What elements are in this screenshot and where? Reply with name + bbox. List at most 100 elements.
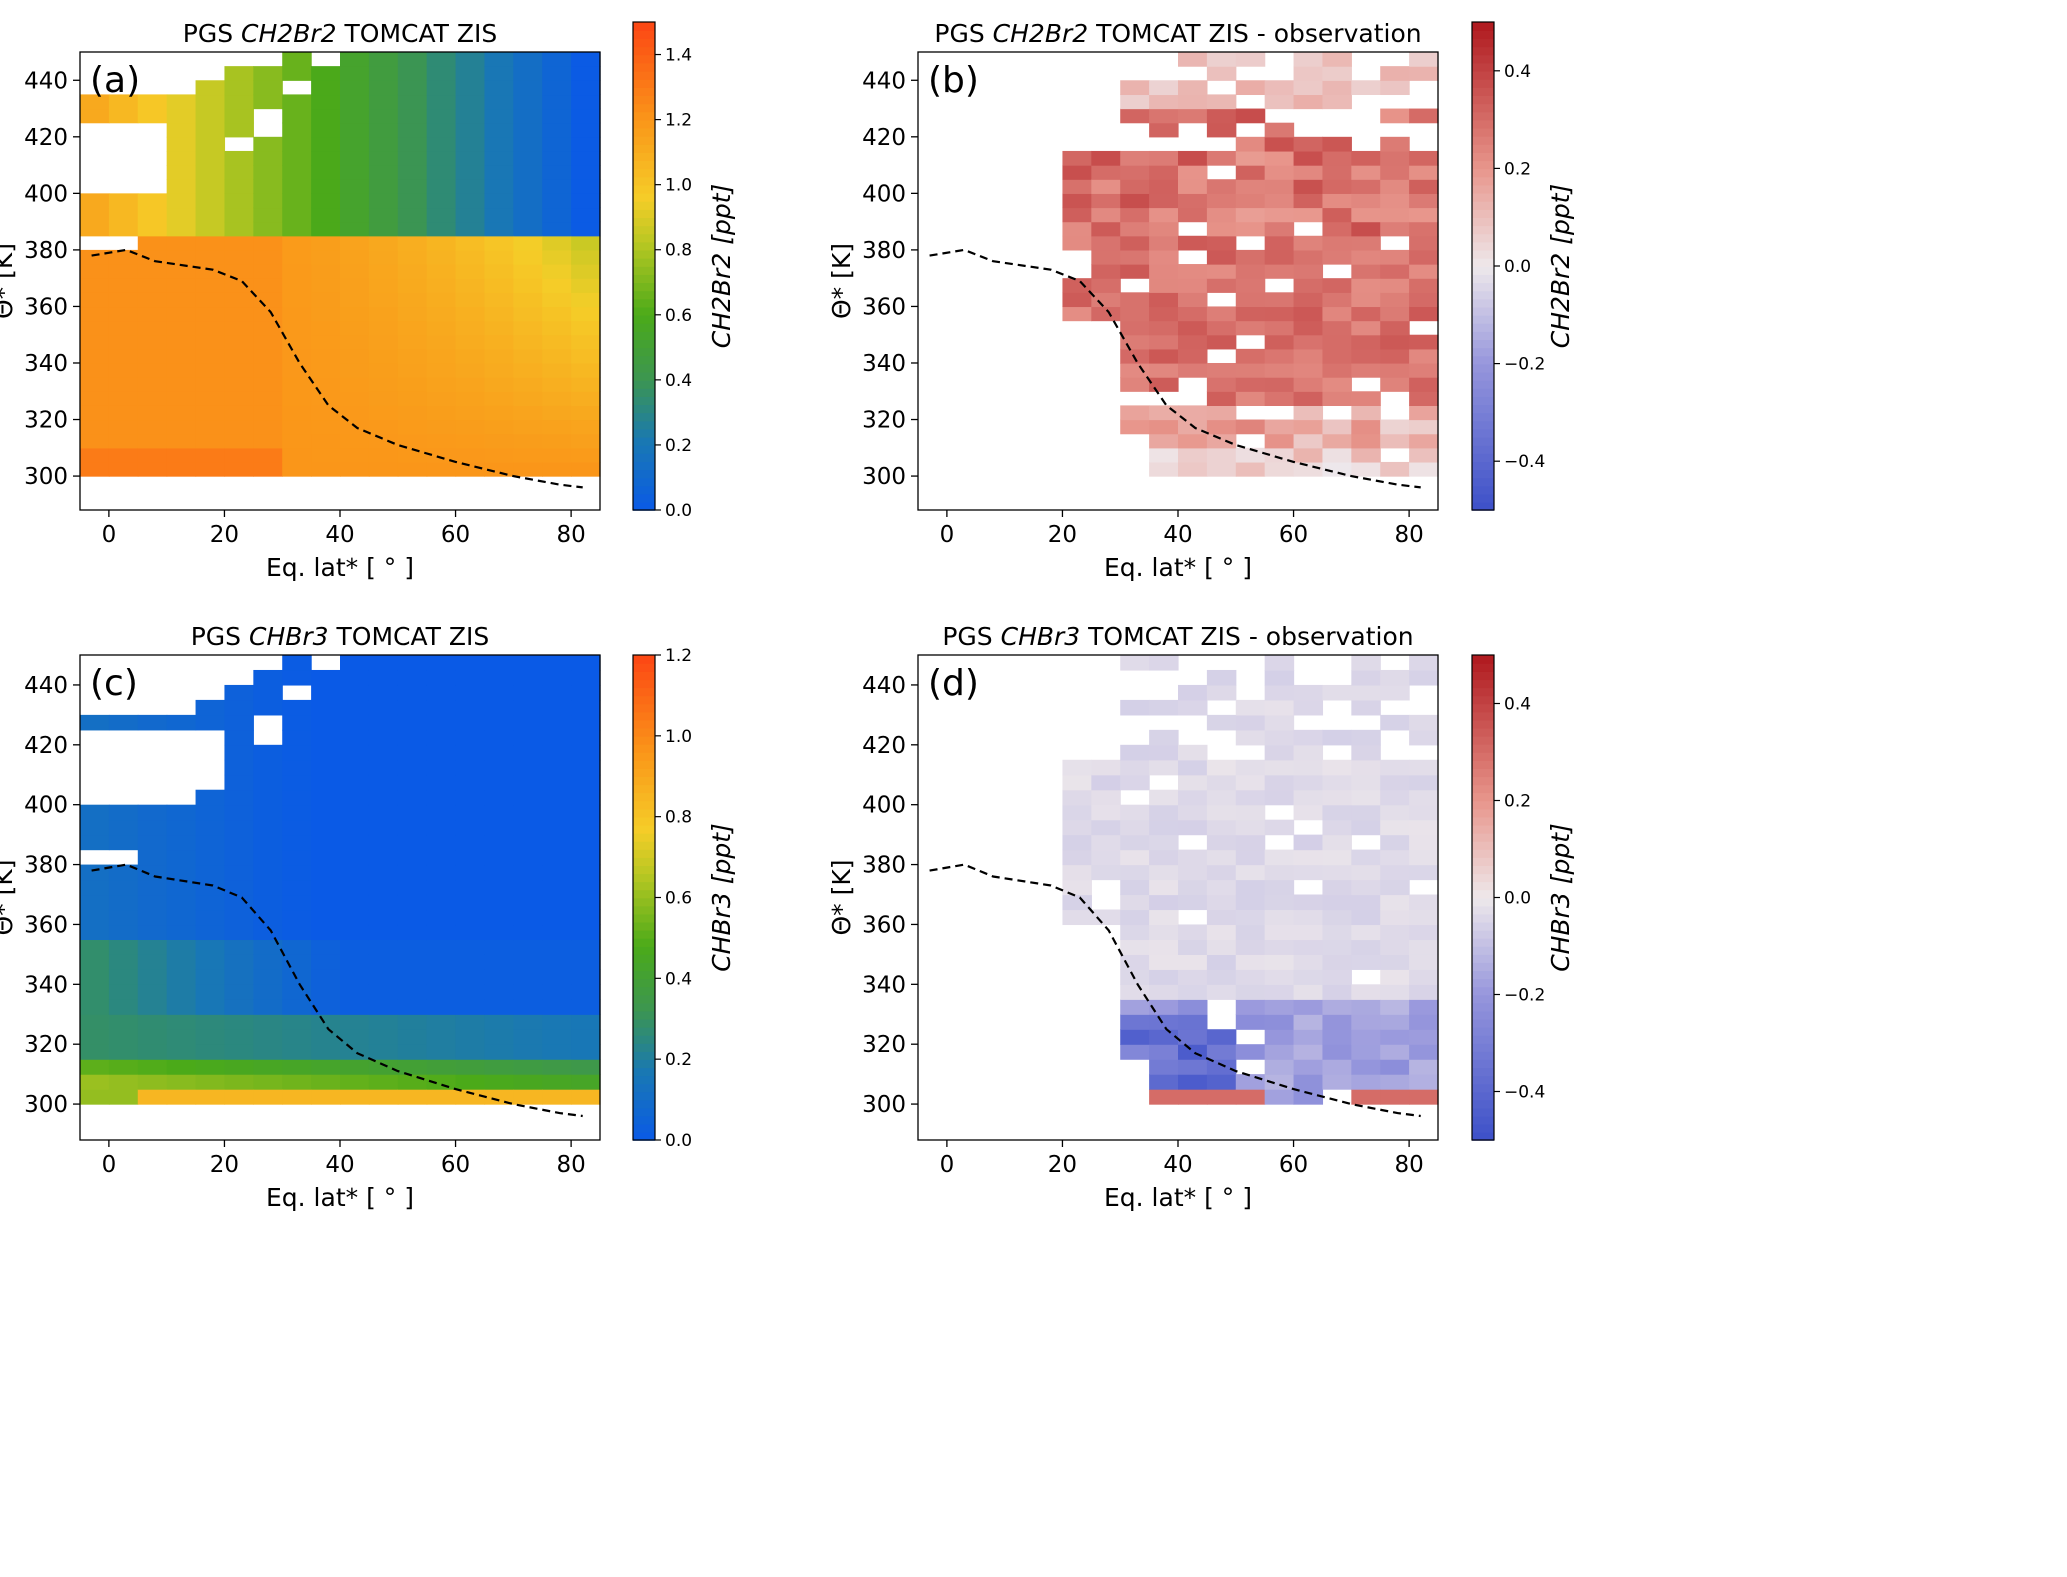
heatmap-cell xyxy=(1149,819,1179,836)
heatmap-cell xyxy=(1409,264,1439,279)
heatmap-cell xyxy=(1178,1089,1208,1105)
colorbar-segment xyxy=(1472,144,1494,153)
heatmap-cells xyxy=(1062,52,1439,477)
colorbar-label: CH2Br2 [ppt] xyxy=(707,184,736,349)
heatmap-cell xyxy=(1091,264,1121,279)
heatmap-cell xyxy=(455,306,486,322)
heatmap-cell xyxy=(166,391,197,406)
heatmap-cell xyxy=(484,744,514,761)
heatmap-cell xyxy=(1293,1044,1324,1060)
heatmap-cell xyxy=(484,419,514,435)
heatmap-cell xyxy=(80,94,110,110)
heatmap-cell xyxy=(1380,193,1410,209)
heatmap-cell xyxy=(195,954,226,970)
heatmap-cell xyxy=(1206,207,1237,223)
heatmap-cell xyxy=(108,1029,139,1045)
colorbar-segment xyxy=(1472,905,1494,915)
heatmap-cell xyxy=(1293,165,1324,180)
heatmap-cell xyxy=(1380,207,1410,223)
heatmap-cell xyxy=(571,94,601,110)
heatmap-cell xyxy=(571,405,601,421)
heatmap-cell xyxy=(513,377,543,392)
heatmap-cell xyxy=(484,729,514,746)
colorbar-segment xyxy=(633,735,655,745)
heatmap-cell xyxy=(397,419,428,435)
heatmap-cell xyxy=(108,405,139,421)
colorbar-tick-label: 0.0 xyxy=(1504,257,1531,277)
colorbar-segment xyxy=(1472,743,1494,753)
heatmap-cell xyxy=(166,362,197,378)
heatmap-cell xyxy=(1380,894,1410,911)
heatmap-cell xyxy=(1120,179,1150,194)
heatmap-cell xyxy=(513,66,543,81)
heatmap-cell xyxy=(137,221,168,237)
heatmap-cell xyxy=(224,150,254,166)
heatmap-cell xyxy=(542,405,572,421)
heatmap-cell xyxy=(340,984,370,1000)
heatmap-cell xyxy=(1380,1059,1410,1075)
heatmap-cell xyxy=(426,999,457,1015)
heatmap-cell xyxy=(1409,419,1439,435)
heatmap-cell xyxy=(1409,999,1439,1015)
heatmap-cell xyxy=(340,348,370,364)
colorbar-segment xyxy=(633,849,655,858)
heatmap-cell xyxy=(484,66,514,81)
heatmap-cell xyxy=(311,1029,341,1045)
heatmap-cell xyxy=(484,1029,514,1045)
heatmap-cell xyxy=(253,334,283,350)
colorbar-segment xyxy=(1472,396,1494,406)
heatmap-cell xyxy=(224,334,254,350)
heatmap-cell xyxy=(397,362,428,378)
heatmap-cell xyxy=(282,729,312,746)
heatmap-cell xyxy=(1351,165,1381,180)
heatmap-cell xyxy=(80,207,110,223)
heatmap-cell xyxy=(340,819,370,836)
y-tick-label: 340 xyxy=(24,351,68,377)
heatmap-cell xyxy=(513,207,543,223)
heatmap-cell xyxy=(166,819,197,836)
heatmap-cell xyxy=(1206,447,1237,463)
heatmap-cell xyxy=(397,1074,428,1090)
heatmap-cell xyxy=(1409,655,1439,671)
y-tick-label: 380 xyxy=(24,853,68,879)
colorbar-segment xyxy=(1472,46,1494,56)
heatmap-cell xyxy=(1178,334,1208,350)
heatmap-cell xyxy=(1293,1029,1324,1045)
colorbar-segment xyxy=(1472,679,1494,689)
heatmap-cell xyxy=(1322,207,1352,223)
heatmap-cell xyxy=(311,179,341,194)
heatmap-cell xyxy=(1351,894,1381,911)
heatmap-cell xyxy=(426,1014,457,1030)
heatmap-cell xyxy=(340,789,370,806)
heatmap-cell xyxy=(397,909,428,926)
heatmap-cell xyxy=(368,984,399,1000)
heatmap-cell xyxy=(455,819,486,836)
heatmap-cell xyxy=(426,405,457,421)
heatmap-cell xyxy=(455,348,486,364)
colorbar-segment xyxy=(633,46,655,56)
heatmap-cell xyxy=(1380,939,1410,955)
heatmap-cell xyxy=(311,789,341,806)
heatmap-cell xyxy=(340,306,370,322)
heatmap-cell xyxy=(166,377,197,392)
heatmap-cell xyxy=(195,1029,226,1045)
heatmap-cell xyxy=(1062,306,1092,322)
heatmap-cell xyxy=(311,391,341,406)
heatmap-cell xyxy=(513,759,543,776)
heatmap-cell xyxy=(166,461,197,477)
heatmap-cell xyxy=(1091,849,1121,866)
heatmap-cell xyxy=(1380,221,1410,237)
heatmap-cell xyxy=(571,699,601,716)
heatmap-cell xyxy=(1351,207,1381,223)
heatmap-cell xyxy=(397,179,428,194)
heatmap-cell xyxy=(195,334,226,350)
heatmap-cell xyxy=(166,864,197,881)
heatmap-cell xyxy=(1351,447,1381,463)
colorbar-segment xyxy=(1472,929,1494,939)
heatmap-cell xyxy=(455,165,486,180)
heatmap-cell xyxy=(253,391,283,406)
heatmap-cell xyxy=(542,924,572,941)
colorbar-segment xyxy=(633,274,655,284)
heatmap-cell xyxy=(1235,849,1266,866)
heatmap-cell xyxy=(311,954,341,970)
